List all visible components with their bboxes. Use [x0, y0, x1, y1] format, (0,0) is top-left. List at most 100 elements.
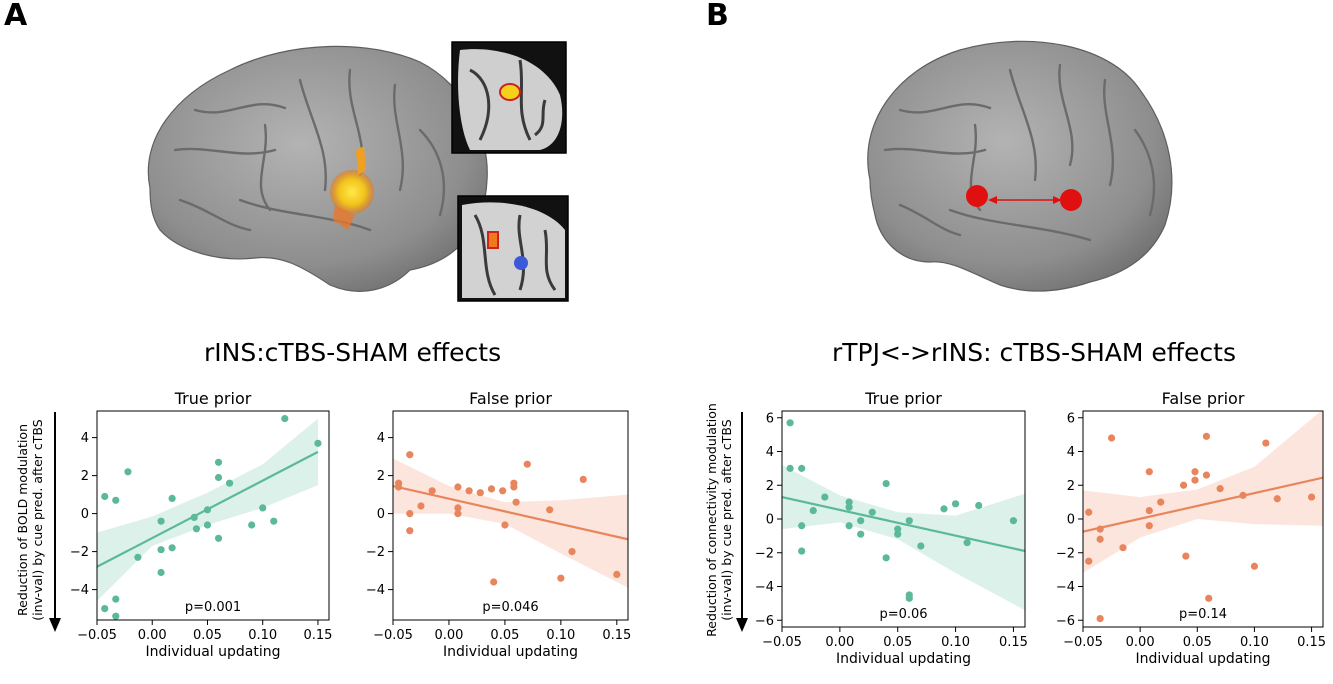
data-point [1273, 495, 1281, 503]
data-point [1262, 439, 1270, 447]
data-point [225, 479, 234, 487]
data-point [203, 506, 212, 514]
x-tick-label: 0.10 [546, 628, 575, 643]
x-tick-label: 0.10 [1240, 635, 1269, 650]
data-point [1182, 552, 1190, 560]
data-point [1096, 535, 1104, 543]
y-tick-label: −4 [1056, 580, 1075, 595]
x-axis-label: Individual updating [836, 651, 971, 667]
x-tick-label: 0.00 [434, 628, 463, 643]
data-point [1216, 485, 1224, 493]
x-axis-label: Individual updating [443, 644, 578, 660]
data-point [1202, 432, 1211, 440]
y-tick-label: 4 [81, 431, 89, 446]
data-point [894, 530, 902, 538]
x-axis-label: Individual updating [146, 644, 281, 660]
y-tick-label: 4 [377, 431, 385, 446]
section-title-a: rINS:cTBS-SHAM effects [204, 338, 502, 367]
data-point [1145, 506, 1153, 515]
x-tick-label: 0.15 [303, 628, 332, 643]
data-point [101, 605, 109, 613]
data-point [1145, 522, 1153, 530]
data-point [882, 479, 890, 488]
data-point [168, 494, 176, 502]
data-point [905, 594, 913, 602]
x-tick-label: −0.05 [77, 628, 117, 643]
p-value-annotation: p=0.046 [482, 600, 538, 615]
data-point [1239, 491, 1247, 499]
data-point [845, 503, 853, 511]
data-point [894, 525, 902, 533]
x-tick-label: 0.00 [138, 628, 167, 643]
data-point [157, 546, 165, 554]
y-tick-label: −4 [755, 580, 774, 595]
panel-letter-a: A [4, 0, 28, 33]
data-point [487, 485, 496, 493]
data-point [786, 419, 794, 427]
regression-line [393, 484, 628, 541]
data-point [917, 542, 925, 550]
p-value-annotation: p=0.06 [879, 607, 927, 622]
y-tick-label: −4 [366, 583, 385, 598]
p-value-annotation: p=0.001 [185, 600, 241, 615]
y-tick-label: −2 [70, 545, 89, 560]
x-tick-label: 0.10 [248, 628, 277, 643]
data-point [314, 439, 322, 447]
data-point [1119, 544, 1127, 552]
data-point [168, 544, 176, 552]
data-point [951, 500, 960, 508]
regression-line [782, 495, 1025, 553]
x-tick-label: 0.05 [490, 628, 519, 643]
section-title-b: rTPJ<->rINS: cTBS-SHAM effects [832, 338, 1236, 367]
y-tick-label: 4 [766, 445, 774, 460]
data-point [270, 517, 278, 525]
y-tick-label: −2 [1056, 546, 1075, 561]
data-point [214, 534, 223, 542]
panel-letter-b: B [706, 0, 729, 33]
y-tick-label: 0 [766, 513, 774, 528]
y-tick-label: 2 [766, 479, 774, 494]
data-point [557, 574, 565, 582]
chart-title: False prior [469, 389, 552, 408]
y-tick-label: 2 [377, 469, 385, 484]
data-point [406, 527, 414, 535]
data-point [1191, 476, 1199, 484]
data-point [112, 496, 120, 504]
chart-title: True prior [174, 389, 252, 408]
data-point [394, 483, 403, 491]
data-point [1085, 557, 1093, 565]
x-tick-label: 0.05 [883, 635, 912, 650]
data-point [1107, 434, 1116, 442]
data-point [1096, 525, 1104, 533]
data-point [809, 506, 817, 515]
plot-frame [96, 410, 330, 621]
y-tick-label: 0 [1067, 513, 1075, 528]
data-point [490, 578, 498, 586]
data-point [190, 513, 198, 522]
x-tick-label: 0.05 [193, 628, 222, 643]
data-point [454, 504, 462, 512]
data-point [512, 498, 520, 506]
y-tick-label: 0 [81, 507, 89, 522]
data-point [845, 522, 853, 530]
data-point [214, 458, 223, 466]
data-point [1085, 508, 1093, 516]
data-point [1096, 614, 1104, 623]
x-tick-label: 0.00 [1126, 635, 1155, 650]
data-point [579, 475, 587, 483]
data-point [1250, 562, 1259, 570]
y-tick-label: −6 [1056, 614, 1075, 629]
p-value-annotation: p=0.14 [1179, 607, 1227, 622]
data-point [786, 464, 794, 472]
regression-line [1083, 476, 1323, 533]
data-point [157, 568, 165, 577]
plot-frame [392, 410, 629, 621]
data-point [857, 530, 865, 538]
data-point [501, 521, 509, 529]
chart-title: False prior [1162, 389, 1245, 408]
data-point [568, 548, 576, 556]
data-point [454, 509, 462, 518]
